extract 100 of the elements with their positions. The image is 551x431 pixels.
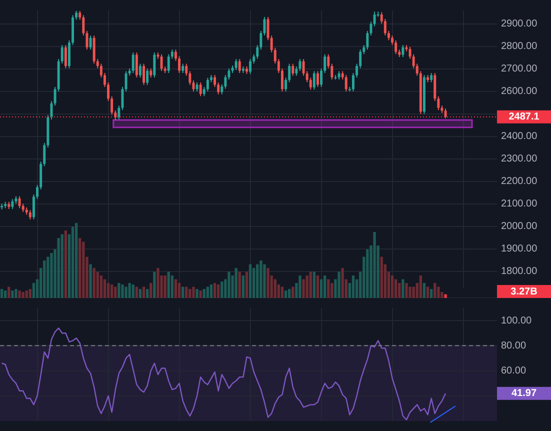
bar: [196, 289, 198, 298]
bar: [213, 283, 216, 298]
bar: [150, 283, 152, 298]
candlestick: [132, 52, 134, 74]
bar: [32, 283, 36, 298]
bar: [153, 272, 156, 298]
bar: [405, 283, 408, 298]
bar: [4, 290, 7, 298]
bar: [192, 286, 195, 298]
candlestick: [174, 49, 177, 62]
bar: [174, 279, 178, 298]
bar: [185, 286, 188, 298]
bar: [292, 286, 294, 298]
bar: [138, 289, 142, 298]
y-tick-label: 2100.00: [501, 198, 538, 210]
bar: [18, 290, 21, 298]
bar: [366, 249, 369, 298]
bar: [118, 283, 120, 298]
y-tick-label: 60.00: [501, 366, 526, 377]
bar: [64, 230, 68, 298]
candlestick: [292, 63, 294, 76]
bar: [309, 272, 312, 298]
candlestick: [373, 11, 376, 27]
y-tick-label: 2600.00: [501, 86, 538, 98]
candlestick: [89, 35, 92, 50]
candlestick: [312, 70, 316, 90]
candlestick: [92, 35, 96, 64]
bar: [89, 264, 92, 298]
ref-line-label: 2487.1: [508, 112, 540, 123]
bar: [256, 264, 259, 298]
candlestick: [234, 58, 238, 71]
bar: [28, 289, 32, 298]
bar: [408, 286, 412, 298]
bar: [242, 276, 245, 298]
bar: [306, 276, 308, 298]
candlestick: [64, 44, 67, 69]
candlestick: [344, 74, 348, 92]
bar: [74, 223, 78, 298]
bar: [135, 286, 138, 298]
bar: [263, 264, 266, 298]
y-tick-label: 2000.00: [501, 221, 538, 232]
candlestick: [146, 68, 149, 86]
bar: [178, 283, 181, 298]
bar: [373, 232, 376, 298]
bar: [402, 279, 404, 298]
bar: [284, 290, 288, 298]
bar: [170, 276, 174, 298]
y-tick-label: 2800.00: [501, 41, 538, 52]
candlestick: [238, 58, 241, 74]
bar: [202, 289, 206, 298]
bar: [181, 286, 184, 298]
candlestick: [160, 54, 163, 72]
bar: [437, 286, 440, 298]
candlestick: [295, 66, 298, 76]
candlestick: [199, 82, 202, 97]
bar: [430, 289, 433, 298]
candlestick: [206, 77, 209, 92]
bar: [330, 283, 334, 298]
bar: [298, 276, 302, 298]
bar: [288, 289, 291, 298]
bar: [121, 284, 124, 298]
bar: [323, 276, 326, 298]
bar: [11, 290, 14, 298]
bar: [106, 283, 110, 298]
y-tick-label: 2400.00: [501, 131, 538, 142]
y-tick-label: 2300.00: [501, 154, 538, 165]
candlestick: [138, 63, 142, 78]
bar: [142, 286, 146, 298]
bar: [110, 284, 114, 298]
bar: [390, 276, 394, 298]
candlestick: [430, 72, 433, 83]
bar: [228, 272, 230, 298]
bar: [199, 290, 202, 298]
y-tick-label: 2200.00: [501, 176, 538, 188]
bar: [114, 286, 117, 298]
bar: [312, 272, 316, 298]
candlestick: [384, 18, 386, 36]
bar: [100, 276, 103, 298]
bar: [220, 282, 224, 298]
bar: [434, 283, 436, 298]
candlestick: [394, 40, 398, 55]
y-tick-label: 80.00: [501, 340, 526, 352]
candlestick: [444, 108, 447, 119]
bar: [78, 238, 82, 298]
candlestick: [135, 52, 138, 78]
candlestick: [124, 70, 128, 92]
bar: [266, 268, 270, 298]
bar: [380, 256, 383, 298]
y-tick-label: 1800.00: [501, 266, 538, 278]
bar: [57, 238, 60, 298]
bar: [22, 292, 24, 298]
candlestick: [298, 58, 302, 72]
bar: [280, 286, 284, 298]
candlestick: [352, 72, 354, 92]
y-tick-label: 1900.00: [501, 244, 538, 255]
text: 41.97: [511, 388, 537, 400]
candlestick: [167, 54, 170, 74]
y-tick-label: 2700.00: [501, 64, 538, 75]
bar: [71, 226, 74, 298]
bar: [146, 289, 149, 298]
